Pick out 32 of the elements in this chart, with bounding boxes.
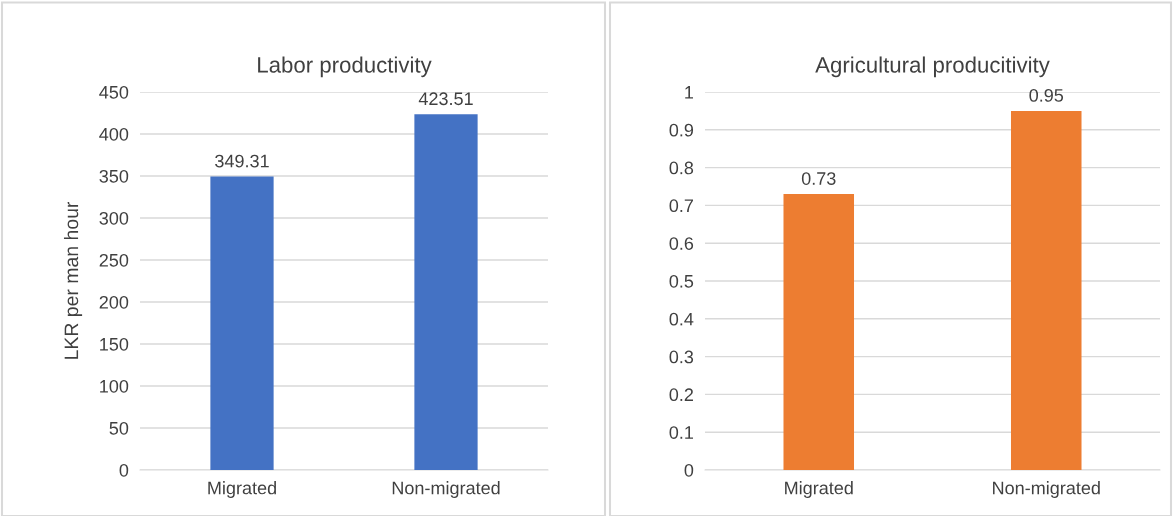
x-tick-label: Non-migrated (993, 481, 1100, 498)
y-tick-label: 50 (109, 421, 129, 435)
y-tick-label: 0.6 (669, 237, 694, 250)
y-tick-label: 0.8 (669, 161, 694, 175)
y-tick-label: 400 (99, 127, 129, 141)
data-label: 0.73 (801, 172, 836, 185)
y-tick-label: 0.7 (669, 199, 693, 213)
y-tick-label: 250 (99, 253, 129, 267)
y-tick-label: 150 (100, 337, 129, 351)
x-tick-label: Non-migrated (392, 481, 500, 498)
x-tick-label: Migrated (785, 481, 853, 498)
data-label: 0.95 (1029, 88, 1064, 102)
y-tick-label: 0.2 (669, 388, 693, 402)
y-tick-label: 0.3 (669, 350, 694, 364)
y-tick-label: 0.4 (669, 312, 694, 326)
x-tick-label: Migrated (208, 481, 276, 498)
chart-title: Agricultural producitivity (815, 56, 1050, 78)
y-tick-label: 450 (99, 85, 129, 99)
y-tick-label: 100 (100, 379, 129, 393)
data-label: 423.51 (418, 92, 473, 106)
y-axis-title: LKR per man hour (63, 201, 83, 359)
y-tick-label: 0 (119, 463, 129, 477)
y-tick-label: 0.9 (669, 123, 694, 137)
y-tick-label: 200 (99, 295, 129, 309)
y-tick-label: 350 (99, 169, 129, 183)
y-tick-label: 0.1 (669, 426, 694, 439)
y-tick-label: 1 (685, 86, 694, 99)
y-tick-label: 0 (684, 463, 694, 477)
data-label: 349.31 (215, 154, 269, 168)
y-tick-label: 300 (99, 211, 129, 225)
chart-title: Labor productivity (258, 56, 432, 78)
y-tick-label: 0.5 (669, 274, 694, 288)
